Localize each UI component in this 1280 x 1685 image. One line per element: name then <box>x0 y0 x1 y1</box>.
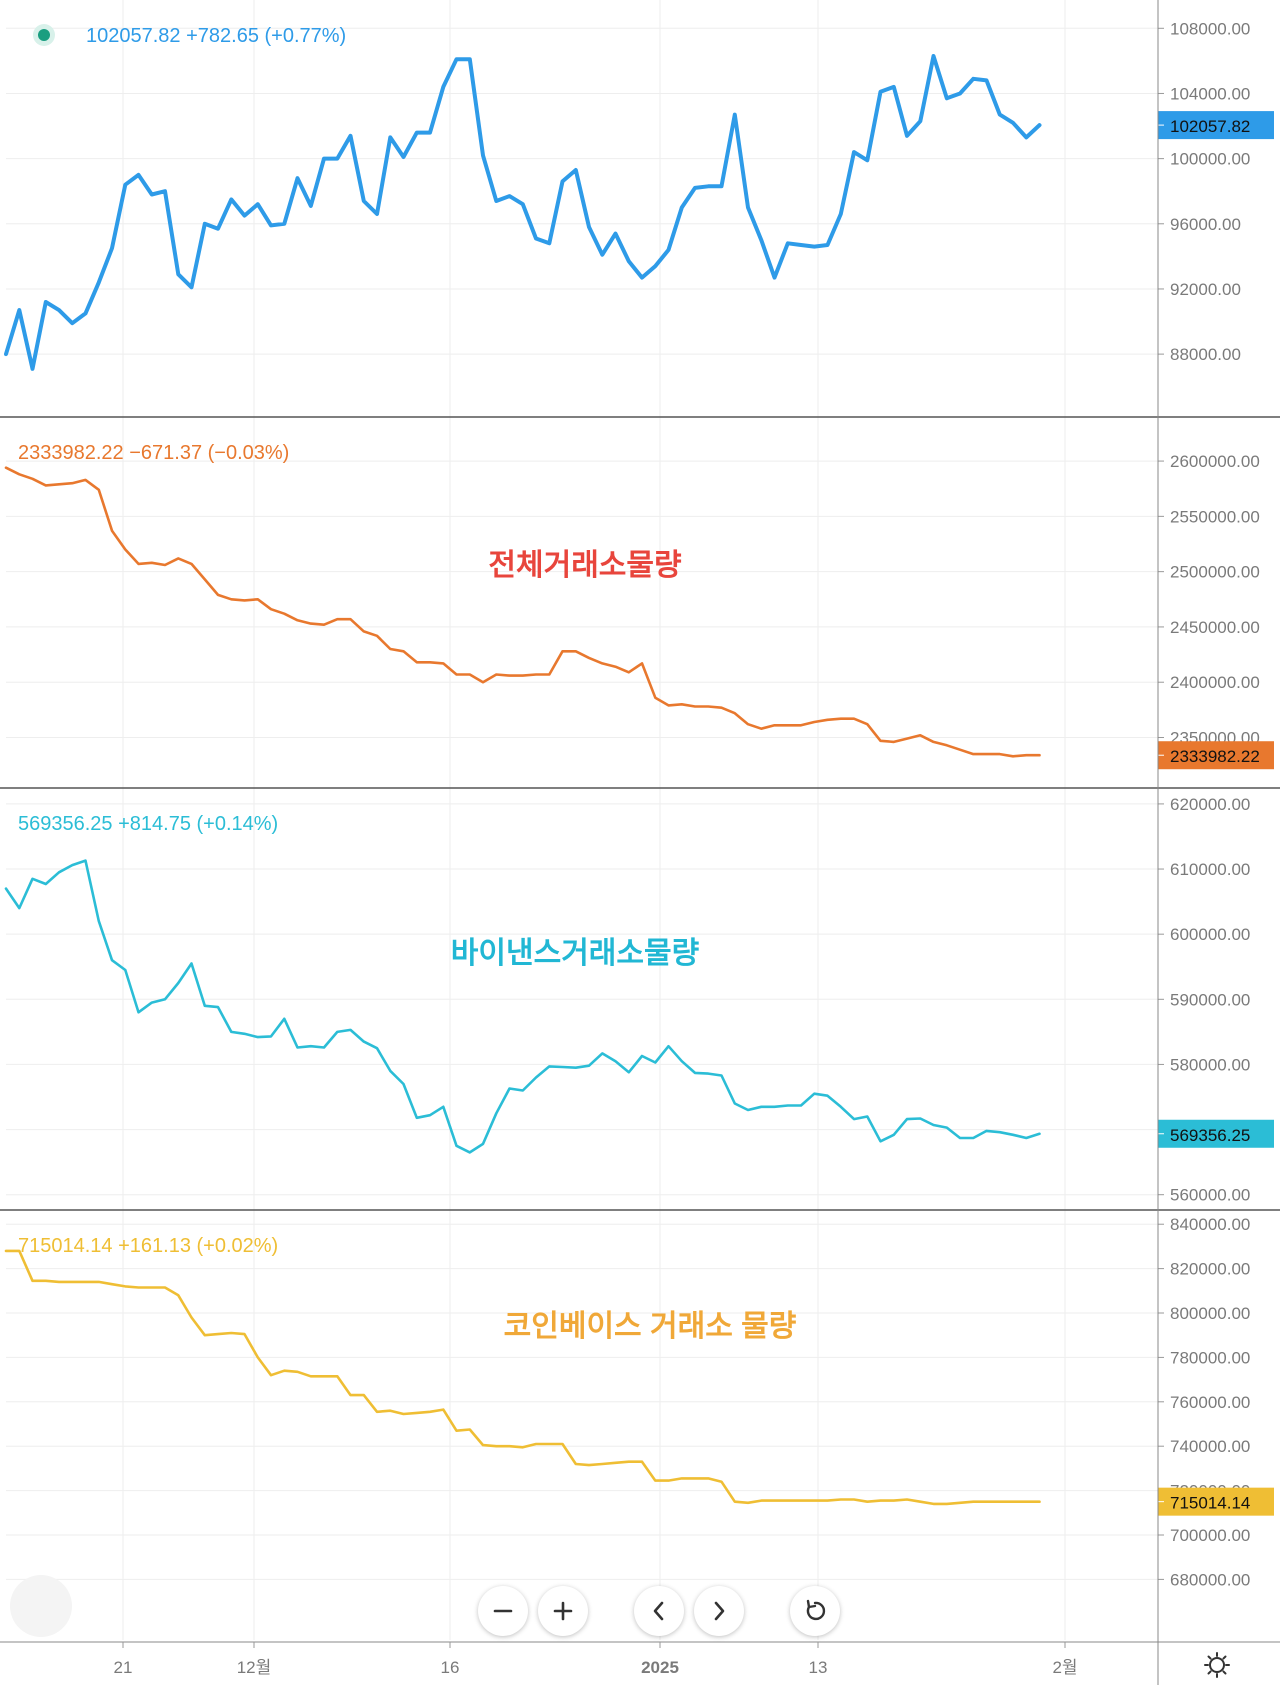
last-price-label: 2333982.22 <box>1170 747 1260 766</box>
reset-chart-button[interactable] <box>790 1586 840 1636</box>
y-tick-label: 108000.00 <box>1170 19 1250 38</box>
chart-controls <box>478 1585 840 1637</box>
series-line <box>4 859 1041 1154</box>
y-tick-label: 740000.00 <box>1170 1437 1250 1456</box>
legend-text: 715014.14 +161.13 (+0.02%) <box>18 1235 278 1257</box>
series-line <box>4 54 1042 371</box>
last-price-tag <box>1158 741 1274 770</box>
settings-button[interactable] <box>1200 1648 1234 1682</box>
legend-text: 2333982.22 −671.37 (−0.03%) <box>18 442 289 464</box>
y-tick-label: 580000.00 <box>1170 1055 1250 1074</box>
y-tick-label: 2400000.00 <box>1170 673 1260 692</box>
last-price-tag <box>1158 1487 1274 1516</box>
last-price-label: 102057.82 <box>1170 117 1250 136</box>
x-tick-label: 2025 <box>641 1658 679 1677</box>
y-tick-label: 820000.00 <box>1170 1260 1250 1279</box>
y-tick-label: 2500000.00 <box>1170 563 1260 582</box>
y-tick-label: 620000.00 <box>1170 795 1250 814</box>
y-tick-label: 840000.00 <box>1170 1215 1250 1234</box>
x-tick-label: 12월 <box>237 1658 272 1677</box>
y-tick-label: 590000.00 <box>1170 990 1250 1009</box>
y-tick-label: 2550000.00 <box>1170 507 1260 526</box>
series-line <box>4 466 1041 758</box>
plus-icon <box>553 1601 573 1621</box>
chevron-right-icon <box>714 1601 725 1621</box>
last-price-tag <box>1158 1119 1274 1148</box>
legend-text: 102057.82 +782.65 (+0.77%) <box>86 25 346 47</box>
legend-text: 569356.25 +814.75 (+0.14%) <box>18 813 278 835</box>
scroll-right-button[interactable] <box>694 1586 744 1636</box>
reset-icon <box>806 1599 826 1621</box>
minus-icon <box>493 1609 513 1613</box>
y-tick-label: 560000.00 <box>1170 1186 1250 1205</box>
floating-handle[interactable] <box>10 1575 72 1637</box>
y-tick-label: 92000.00 <box>1170 280 1241 299</box>
x-tick-label: 16 <box>441 1658 460 1677</box>
chevron-left-icon <box>653 1601 664 1621</box>
zoom-in-button[interactable] <box>538 1586 588 1636</box>
x-tick-label: 21 <box>114 1658 133 1677</box>
x-tick-label: 2월 <box>1052 1658 1077 1677</box>
y-tick-label: 2450000.00 <box>1170 618 1260 637</box>
last-price-label: 569356.25 <box>1170 1126 1250 1145</box>
pane-1[interactable]: 88000.00 92000.00 96000.00 100000.00 104000.… <box>4 0 1274 417</box>
pane-annotation: 코인베이스 거래소 물량 <box>504 1310 797 1343</box>
x-tick-label: 13 <box>809 1658 828 1677</box>
pane-annotation: 바이낸스거래소물량 <box>451 937 700 970</box>
y-tick-label: 700000.00 <box>1170 1526 1250 1545</box>
pane-3[interactable]: 560000.00570000.00580000.00590000.006000… <box>0 787 1280 1210</box>
last-price-label: 715014.14 <box>1170 1494 1250 1513</box>
pane-4[interactable]: 680000.00700000.00720000.00740000.007600… <box>0 1209 1280 1640</box>
scroll-left-button[interactable] <box>634 1586 684 1636</box>
pane-annotation: 전체거래소물량 <box>488 549 682 582</box>
zoom-out-button[interactable] <box>478 1586 528 1636</box>
pane-2[interactable]: 2350000.002400000.002450000.002500000.00… <box>0 416 1280 788</box>
y-tick-label: 100000.00 <box>1170 150 1250 169</box>
last-price-tag <box>1158 111 1274 140</box>
y-tick-label: 680000.00 <box>1170 1570 1250 1589</box>
legend-dot <box>38 29 50 41</box>
y-tick-label: 760000.00 <box>1170 1393 1250 1412</box>
y-tick-label: 600000.00 <box>1170 925 1250 944</box>
y-tick-label: 780000.00 <box>1170 1348 1250 1367</box>
y-tick-label: 96000.00 <box>1170 215 1241 234</box>
y-tick-label: 88000.00 <box>1170 345 1241 364</box>
y-tick-label: 610000.00 <box>1170 860 1250 879</box>
time-axis[interactable]: 21 12월 16 2025 13 2월 <box>114 1642 1078 1677</box>
y-tick-label: 800000.00 <box>1170 1304 1250 1323</box>
y-tick-label: 2600000.00 <box>1170 452 1260 471</box>
series-line <box>4 1249 1041 1506</box>
y-tick-label: 104000.00 <box>1170 84 1250 103</box>
settings-icon <box>1204 1652 1230 1678</box>
